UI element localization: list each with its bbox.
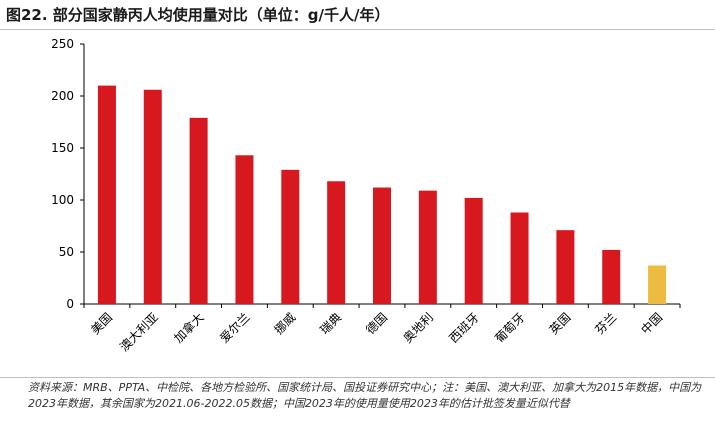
- y-tick-label: 0: [66, 297, 74, 311]
- x-tick-label: 挪威: [272, 310, 299, 337]
- x-tick-label: 美国: [88, 310, 115, 337]
- x-tick-label: 英国: [547, 310, 574, 337]
- bar: [464, 197, 483, 304]
- bar: [327, 181, 346, 304]
- x-tick-label: 加拿大: [171, 310, 207, 346]
- bar: [556, 230, 575, 304]
- bar: [648, 265, 667, 304]
- title-divider: [0, 29, 715, 30]
- bar: [602, 249, 621, 304]
- x-tick-label: 爱尔兰: [217, 310, 253, 346]
- bar: [373, 187, 391, 304]
- y-tick-label: 200: [51, 89, 74, 103]
- y-tick-label: 50: [59, 245, 74, 259]
- bar: [235, 155, 254, 304]
- x-tick-label: 澳大利亚: [117, 310, 161, 354]
- footnote-divider: [0, 377, 715, 378]
- bar: [281, 169, 300, 304]
- x-tick-label: 芬兰: [592, 310, 619, 337]
- y-tick-label: 150: [51, 141, 74, 155]
- x-tick-label: 中国: [638, 310, 666, 338]
- bar: [97, 85, 116, 304]
- y-tick-label: 100: [51, 193, 74, 207]
- x-tick-label: 瑞典: [317, 310, 344, 337]
- x-tick-label: 奥地利: [401, 310, 436, 345]
- x-tick-label: 葡萄牙: [492, 310, 527, 345]
- bar: [143, 89, 162, 304]
- source-footnote: 资料来源：MRB、PPTA、中检院、各地方检验所、国家统计局、国投证券研究中心；…: [28, 381, 702, 410]
- bar: [418, 190, 437, 304]
- x-tick-label: 西班牙: [446, 310, 481, 345]
- y-tick-label: 250: [51, 37, 74, 51]
- bar-chart: 0 50 100 150 200 250 美国 澳大利亚 加拿大 爱尔兰 挪威 瑞典 德国 奥地利 西班牙葡…: [51, 37, 681, 354]
- x-tick-label: 德国: [363, 310, 391, 338]
- bar: [189, 117, 208, 304]
- bar: [510, 212, 529, 304]
- chart-title: 图22. 部分国家静丙人均使用量对比（单位：g/千人/年）: [6, 6, 390, 24]
